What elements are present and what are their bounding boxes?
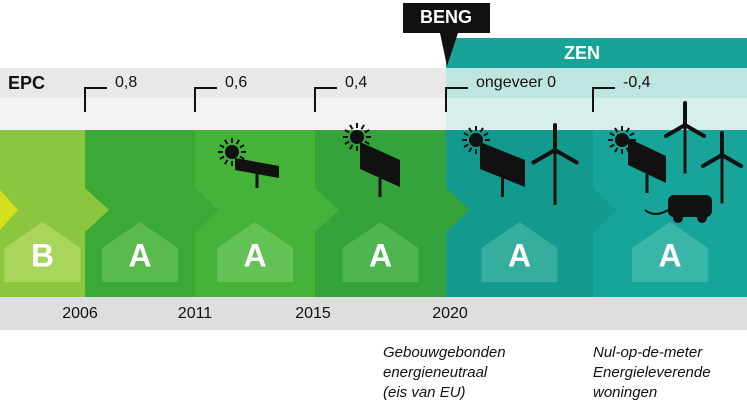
turbine-blade bbox=[683, 123, 707, 138]
caption: (eis van EU) bbox=[383, 384, 466, 400]
zen-label: ZEN bbox=[564, 43, 600, 63]
sun-ray bbox=[239, 155, 245, 160]
turbine-blade bbox=[531, 148, 557, 165]
sun-ray bbox=[468, 147, 473, 153]
house bbox=[102, 222, 178, 282]
caption: woningen bbox=[593, 384, 657, 400]
arrow bbox=[195, 188, 219, 232]
sun-ray bbox=[614, 147, 619, 153]
sun-ray bbox=[609, 143, 615, 148]
arrow bbox=[446, 188, 470, 232]
year: 2015 bbox=[295, 305, 331, 322]
sun-icon bbox=[469, 133, 483, 147]
arrow bbox=[85, 188, 109, 232]
sun-icon bbox=[350, 130, 364, 144]
sun-icon bbox=[615, 133, 629, 147]
energy-label: A bbox=[369, 237, 392, 273]
house bbox=[481, 222, 558, 282]
energy-label: A bbox=[243, 237, 266, 273]
zen-row-light bbox=[446, 98, 747, 130]
caption: Energieleverende bbox=[593, 364, 711, 381]
house bbox=[632, 222, 708, 282]
bracket bbox=[84, 87, 107, 112]
sun-ray bbox=[224, 139, 229, 145]
sun-ray bbox=[483, 132, 489, 137]
beng-box bbox=[403, 3, 490, 33]
sun-ray bbox=[468, 127, 473, 133]
sun-ray bbox=[219, 155, 225, 160]
sun-ray bbox=[360, 124, 365, 130]
zen-bar bbox=[446, 38, 747, 68]
sun-ray bbox=[344, 140, 350, 145]
sun-ray bbox=[625, 127, 630, 133]
epc-value: ongeveer 0 bbox=[476, 74, 556, 91]
caption: energieneutraal bbox=[383, 364, 488, 381]
sun-ray bbox=[614, 127, 619, 133]
turbine-blade bbox=[663, 123, 687, 138]
arrow bbox=[315, 188, 339, 232]
solar-panel bbox=[235, 158, 279, 178]
sun-ray bbox=[219, 144, 225, 149]
bracket bbox=[445, 87, 468, 112]
year: 2011 bbox=[178, 305, 213, 322]
sun-ray bbox=[349, 124, 354, 130]
epc-value: 0,4 bbox=[345, 74, 367, 91]
epc-value: 0,6 bbox=[225, 74, 247, 91]
turbine-blade bbox=[720, 153, 744, 168]
bracket bbox=[592, 87, 615, 112]
sun-ray bbox=[479, 127, 484, 133]
energy-label: A bbox=[658, 237, 681, 273]
house bbox=[342, 222, 419, 282]
sun-ray bbox=[364, 129, 370, 134]
sun-ray bbox=[364, 140, 370, 145]
sun-icon bbox=[225, 145, 239, 159]
year-row bbox=[0, 297, 747, 330]
sun-ray bbox=[629, 132, 635, 137]
epc-value: 0,8 bbox=[115, 74, 137, 91]
epc-label: EPC bbox=[8, 73, 45, 93]
caption: Nul-op-de-meter bbox=[593, 344, 703, 361]
house bbox=[217, 222, 293, 282]
solar-panel bbox=[480, 142, 525, 187]
epc-value: -0,4 bbox=[623, 74, 651, 91]
solar-panel bbox=[360, 142, 400, 187]
sun-ray bbox=[609, 132, 615, 137]
beng-pointer bbox=[440, 33, 458, 66]
sun-ray bbox=[463, 132, 469, 137]
charge-cable bbox=[644, 209, 669, 215]
car-wheel bbox=[673, 213, 683, 223]
energy-label: A bbox=[508, 237, 531, 273]
car-wheel bbox=[697, 213, 707, 223]
energy-label: A bbox=[128, 237, 151, 273]
sun-ray bbox=[239, 144, 245, 149]
epc-row bbox=[0, 68, 446, 98]
energy-label: B bbox=[31, 237, 54, 273]
year: 2006 bbox=[62, 305, 98, 322]
arrow bbox=[0, 190, 18, 230]
sun-ray bbox=[344, 129, 350, 134]
car-icon bbox=[668, 195, 712, 217]
solar-panel bbox=[628, 138, 666, 183]
sun-ray bbox=[463, 143, 469, 148]
turbine-blade bbox=[700, 153, 724, 168]
epc-row-light bbox=[0, 98, 446, 130]
caption: Gebouwgebonden bbox=[383, 344, 506, 361]
year: 2020 bbox=[432, 305, 468, 322]
bracket bbox=[314, 87, 337, 112]
bracket bbox=[194, 87, 217, 112]
sun-ray bbox=[349, 144, 354, 150]
arrow bbox=[593, 188, 617, 232]
sun-ray bbox=[235, 139, 240, 145]
zen-row bbox=[446, 68, 747, 98]
house bbox=[4, 222, 81, 282]
beng-label: BENG bbox=[420, 7, 472, 27]
sun-ray bbox=[224, 159, 229, 165]
turbine-blade bbox=[553, 148, 579, 165]
